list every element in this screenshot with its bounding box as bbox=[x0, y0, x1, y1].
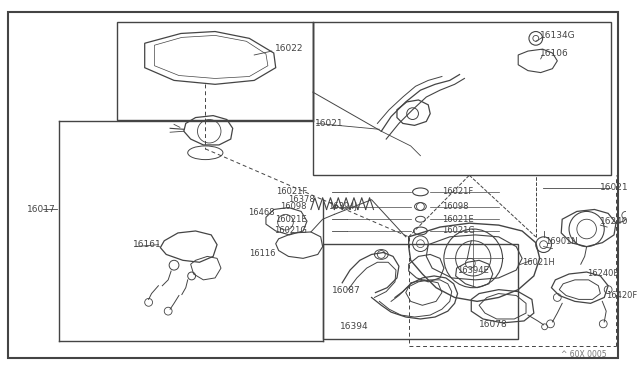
Text: 16240E: 16240E bbox=[587, 269, 618, 278]
Text: 16378: 16378 bbox=[289, 195, 315, 204]
Text: 16021E: 16021E bbox=[275, 215, 307, 224]
Bar bbox=[323, 244, 518, 339]
Text: 16116: 16116 bbox=[250, 249, 276, 258]
Text: 16017: 16017 bbox=[28, 205, 56, 214]
Text: 16021G: 16021G bbox=[442, 227, 475, 235]
Text: 16078: 16078 bbox=[479, 320, 508, 329]
Text: 16098: 16098 bbox=[280, 202, 307, 211]
Text: 16021F: 16021F bbox=[442, 187, 473, 196]
Text: 16901N: 16901N bbox=[545, 237, 579, 246]
Text: 16468: 16468 bbox=[248, 208, 275, 217]
Text: 16098: 16098 bbox=[442, 202, 468, 211]
Text: 16134G: 16134G bbox=[540, 31, 575, 40]
Text: 16394J: 16394J bbox=[328, 202, 358, 211]
Text: 16240: 16240 bbox=[600, 217, 629, 226]
Text: 16021E: 16021E bbox=[442, 215, 474, 224]
Text: 16021: 16021 bbox=[600, 183, 629, 192]
Bar bbox=[117, 22, 313, 119]
Text: 16394: 16394 bbox=[340, 322, 369, 331]
Text: 16022: 16022 bbox=[275, 44, 303, 53]
Text: 16394E: 16394E bbox=[458, 266, 490, 275]
Text: 16021H: 16021H bbox=[522, 258, 555, 267]
Text: 16420F: 16420F bbox=[606, 291, 637, 300]
Text: 16021: 16021 bbox=[315, 119, 344, 128]
Text: 16021F: 16021F bbox=[276, 187, 307, 196]
Bar bbox=[313, 22, 611, 175]
Text: 16087: 16087 bbox=[332, 286, 361, 295]
Text: 16021G: 16021G bbox=[274, 227, 307, 235]
Text: 16161: 16161 bbox=[133, 240, 162, 249]
Text: 16106: 16106 bbox=[540, 48, 568, 58]
Text: ^ 60X 0005: ^ 60X 0005 bbox=[561, 350, 606, 359]
